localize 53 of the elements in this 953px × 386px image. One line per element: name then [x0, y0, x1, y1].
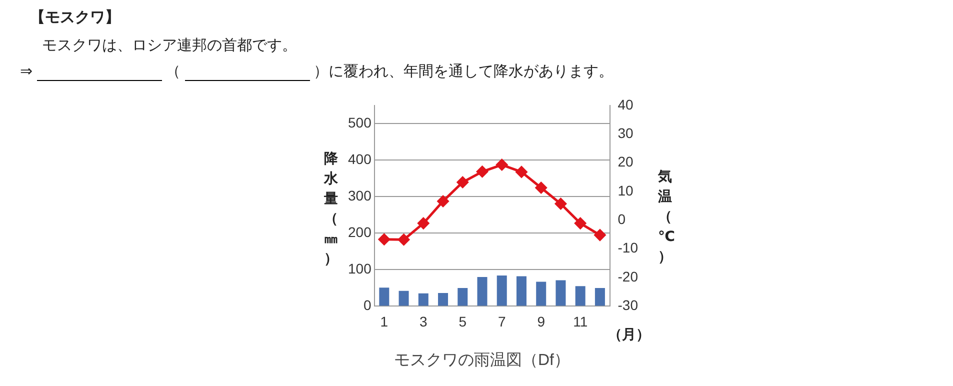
bar: [458, 288, 468, 306]
point: [418, 218, 430, 230]
x-tick-label: 9: [537, 313, 546, 330]
x-tick-label: 1: [380, 313, 388, 330]
text: ⇒: [20, 63, 33, 80]
point: [496, 159, 508, 171]
text: 【モスクワ】: [30, 8, 120, 27]
point: [574, 218, 586, 230]
x-tick-label: 11: [573, 313, 588, 330]
point: [476, 166, 488, 178]
bar: [536, 282, 546, 306]
point: [456, 176, 468, 188]
y-axis-title: 降水量（㎜）: [324, 149, 338, 268]
y-tick-label: 200: [348, 224, 372, 240]
text: ）に覆われ、年間を通して降水があります。: [314, 63, 614, 80]
y-tick-label: 500: [348, 114, 372, 131]
bar: [594, 288, 605, 306]
y2-tick-label: 20: [618, 154, 634, 170]
point: [398, 234, 410, 246]
y-tick-label: 0: [364, 297, 372, 314]
point: [516, 166, 528, 178]
x-tick-label: 5: [458, 313, 467, 330]
bar: [556, 280, 566, 306]
y2-tick-label: 0: [618, 211, 626, 227]
y-tick-label: 300: [348, 188, 372, 204]
y-tick-label: 100: [348, 260, 372, 277]
y-tick-label: 400: [348, 151, 372, 168]
point: [554, 198, 566, 210]
bar: [438, 293, 448, 306]
y2-tick-label: -20: [618, 268, 638, 284]
bar: [398, 290, 409, 306]
text: （: [166, 63, 181, 80]
bar: [496, 276, 507, 306]
point: [535, 182, 547, 194]
point: [437, 195, 449, 207]
bar: [379, 288, 390, 306]
point: [594, 229, 606, 241]
y2-tick-label: 40: [618, 96, 634, 112]
y2-tick-label: -10: [618, 240, 638, 256]
bar: [575, 286, 586, 306]
x-axis-title: （月）: [608, 326, 650, 344]
y2-axis-title: 気温（℃）: [658, 167, 675, 266]
x-tick-label: 3: [420, 313, 428, 330]
text: モスクワは、ロシア連邦の首都です。: [42, 36, 297, 55]
bar: [516, 276, 526, 306]
bar: [418, 293, 428, 306]
text: モスクワの雨温図（Df）: [394, 351, 570, 371]
point: [378, 234, 390, 246]
y2-tick-label: 10: [618, 182, 634, 198]
y2-tick-label: -30: [618, 297, 638, 314]
y2-tick-label: 30: [618, 124, 634, 141]
bar: [477, 276, 488, 306]
x-tick-label: 7: [498, 313, 506, 330]
